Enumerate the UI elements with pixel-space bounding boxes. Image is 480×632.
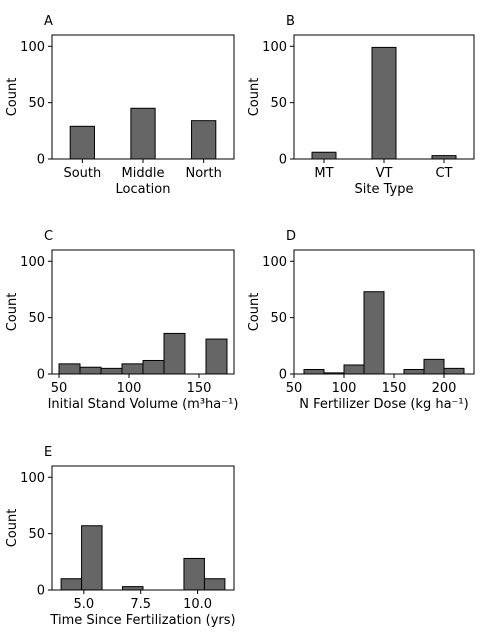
axes-frame: [51, 34, 235, 160]
x-tick-label: 50: [51, 381, 68, 396]
histogram-bar: [423, 358, 445, 375]
histogram-bar: [363, 291, 385, 375]
panel-label: B: [286, 14, 295, 29]
histogram-bar: [205, 338, 228, 375]
panel-c: C 50 100 150 0 50 100 Count Initial Stand Volume…: [5, 229, 238, 412]
y-tick-label: 100: [20, 471, 45, 486]
x-axis-label: N Fertilizer Dose (kg ha⁻¹): [299, 397, 468, 412]
histogram-bar: [443, 367, 465, 375]
x-axis-label: Initial Stand Volume (m³ha⁻¹): [48, 397, 239, 412]
y-tick-label: 100: [20, 255, 45, 270]
x-tick-label: 7.5: [130, 597, 151, 612]
histogram-bar: [122, 586, 144, 591]
y-tick-label: 0: [37, 584, 45, 599]
x-tick-label: CT: [435, 166, 452, 181]
x-tick-label: 200: [432, 381, 457, 396]
bar-middle: [130, 107, 156, 160]
histogram-bar: [343, 364, 365, 375]
panel-e: E 5.0 7.5 10.0 0 50 100 Count Time Since Fertili…: [5, 445, 236, 628]
x-tick-label: South: [63, 166, 101, 181]
bar-north: [191, 120, 217, 160]
histogram-bar: [142, 359, 165, 375]
y-tick-label: 0: [37, 368, 45, 383]
panel-a: A South Middle North 0 50 100 Count Location: [5, 14, 235, 197]
bar-vt: [371, 46, 397, 160]
histogram-bar: [183, 557, 205, 591]
histogram-bar: [403, 368, 425, 375]
y-tick-label: 0: [37, 153, 45, 168]
y-axis-label: Count: [5, 78, 20, 117]
histogram-bar: [79, 366, 102, 375]
histogram-bar: [60, 578, 83, 591]
x-tick-label: 100: [117, 381, 142, 396]
x-tick-label: 10.0: [183, 597, 212, 612]
x-tick-label: MT: [314, 166, 333, 181]
histogram-bar: [303, 368, 325, 375]
x-tick-label: VT: [376, 166, 393, 181]
y-tick-label: 0: [279, 153, 287, 168]
y-axis-label: Count: [247, 78, 262, 117]
panel-label: C: [44, 229, 53, 244]
axes-frame: [51, 249, 235, 375]
y-tick-label: 100: [262, 255, 287, 270]
histogram-bar: [58, 363, 81, 375]
panel-b: B MT VT CT 0 50 100 Count Site Type: [247, 14, 475, 197]
bar-mt: [311, 151, 337, 160]
axes-frame: [293, 34, 475, 160]
bar-south: [69, 125, 95, 160]
x-tick-label: 5.0: [74, 597, 95, 612]
histogram-bar: [100, 367, 123, 375]
histogram-bar: [163, 332, 186, 375]
axes-frame: [51, 465, 235, 591]
histogram-bar: [81, 525, 103, 591]
y-tick-label: 100: [262, 40, 287, 55]
panel-label: D: [286, 229, 296, 244]
y-tick-label: 0: [279, 368, 287, 383]
y-axis-label: Count: [5, 293, 20, 332]
x-tick-label: 50: [286, 381, 303, 396]
x-tick-label: 150: [187, 381, 212, 396]
y-tick-label: 50: [28, 96, 45, 111]
x-tick-label: Middle: [122, 166, 165, 181]
axes-frame: [293, 249, 475, 375]
y-tick-label: 50: [28, 311, 45, 326]
panel-label: A: [44, 14, 53, 29]
x-axis-label: Time Since Fertilization (yrs): [49, 613, 235, 628]
y-axis-label: Count: [5, 509, 20, 548]
y-tick-label: 50: [28, 527, 45, 542]
y-tick-label: 50: [270, 96, 287, 111]
panel-label: E: [44, 445, 52, 460]
x-tick-label: North: [185, 166, 221, 181]
histogram-bar: [203, 578, 226, 591]
x-tick-label: 150: [382, 381, 407, 396]
x-tick-label: 100: [332, 381, 357, 396]
x-axis-label: Location: [116, 182, 171, 197]
y-tick-label: 50: [270, 311, 287, 326]
bar-ct: [431, 155, 457, 160]
x-axis-label: Site Type: [355, 182, 414, 197]
y-tick-label: 100: [20, 40, 45, 55]
histogram-bar: [121, 363, 144, 375]
y-axis-label: Count: [247, 293, 262, 332]
